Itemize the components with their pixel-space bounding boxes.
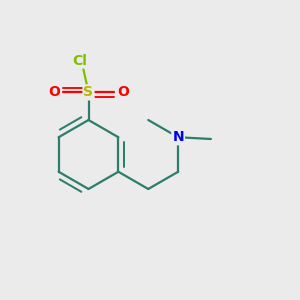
Text: O: O bbox=[117, 85, 129, 99]
Text: Cl: Cl bbox=[72, 53, 87, 68]
Text: S: S bbox=[83, 85, 94, 99]
Text: O: O bbox=[48, 85, 60, 99]
Text: N: N bbox=[172, 130, 184, 144]
